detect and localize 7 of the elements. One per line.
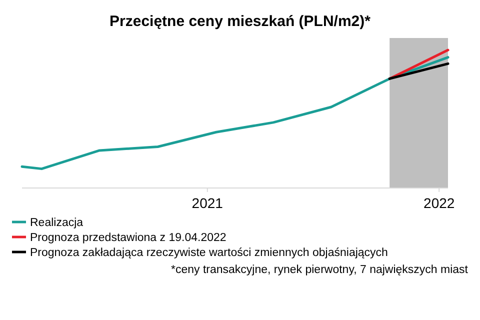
legend-label: Prognoza zakładająca rzeczywiste wartości zmiennych objaśniających	[30, 247, 388, 259]
x-tick-label: 2021	[192, 195, 224, 211]
legend-label: Realizacja	[30, 217, 84, 229]
x-tick-label: 2022	[424, 195, 455, 211]
chart-title: Przeciętne ceny mieszkań (PLN/m2)*	[110, 13, 371, 30]
legend-label: Prognoza przedstawiona z 19.04.2022	[30, 232, 226, 244]
text: *ceny transakcyjne, rynek pierwotny, 7 największych miast	[171, 264, 469, 276]
